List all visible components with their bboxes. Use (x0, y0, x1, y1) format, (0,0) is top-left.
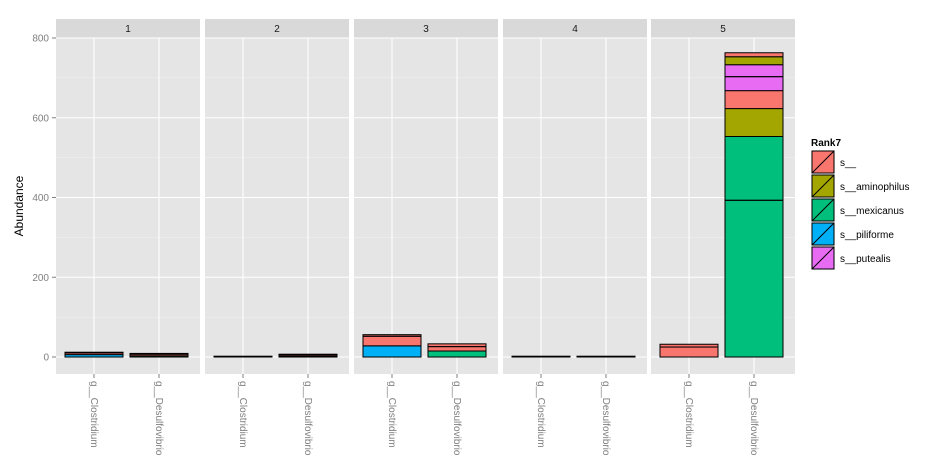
legend-entry-s__piliforme: s__piliforme (811, 222, 894, 246)
legend-label: s__piliforme (840, 230, 894, 241)
legend-entry-s__putealis: s__putealis (811, 246, 891, 270)
bar-outline (427, 343, 487, 348)
bar-g__Desulfovibrio (278, 353, 338, 358)
facet-panel-4: 4 g__Clostridium g__Desulfovibrio (503, 19, 647, 456)
x-tick-label: g__Desulfovibrio (153, 381, 164, 456)
bar-outline (362, 334, 422, 337)
facet-strip (503, 19, 647, 38)
x-tick-label: g__Clostridium (535, 381, 546, 448)
legend-key-diagonal (811, 246, 835, 270)
legend-label: s__mexicanus (840, 206, 904, 217)
facet-panel-5: 5 g__Clostridium g__Desulfovibrio (651, 19, 795, 456)
facet-strip-label: 1 (125, 24, 131, 35)
legend-label: s__ (840, 158, 857, 169)
x-tick-label: g__Clostridium (237, 381, 248, 448)
bar-outline (213, 355, 273, 358)
y-tick-label: 0 (43, 353, 49, 364)
facet-panel-2: 2 g__Clostridium g__Desulfovibrio (205, 19, 349, 456)
facet-strip (651, 19, 795, 38)
x-tick-label: g__Clostridium (386, 381, 397, 448)
bar-segment-s__mexicanus (130, 355, 188, 357)
bar-outline (278, 353, 338, 356)
bar-g__Desulfovibrio (129, 352, 189, 358)
legend-key-diagonal (811, 198, 835, 222)
facet-strip (354, 19, 498, 38)
bar-outline (659, 343, 719, 348)
bar-g__Clostridium (213, 355, 273, 358)
bar-segment-s__ (725, 52, 783, 57)
y-tick-label: 800 (32, 34, 49, 45)
legend-entry-s__aminophilus: s__aminophilus (811, 174, 910, 198)
bar-segment-s__ (660, 344, 718, 357)
panel-background (503, 38, 647, 374)
x-tick-label: g__Clostridium (683, 381, 694, 448)
bar-segment-s__ (725, 90, 783, 109)
bar-outline (724, 52, 784, 58)
legend-entry-s__mexicanus: s__mexicanus (811, 198, 904, 222)
x-tick-label: g__Desulfovibrio (302, 381, 313, 456)
facet-strip-label: 3 (423, 24, 429, 35)
bar-segment-s__ (363, 334, 421, 346)
legend-key-diagonal (811, 222, 835, 246)
bar-g__Desulfovibrio (427, 343, 487, 358)
legend-entry-s__: s__ (811, 150, 857, 174)
bar-segment-s__aminophilus (725, 56, 783, 65)
x-tick-label: g__Desulfovibrio (451, 381, 462, 456)
bar-segment-s__ (428, 343, 486, 352)
facet-strip (205, 19, 349, 38)
bar-outline (576, 355, 636, 358)
y-tick-label: 600 (32, 113, 49, 124)
bar-outline (64, 351, 124, 354)
bar-g__Clostridium (511, 355, 571, 358)
legend-key-diagonal (811, 174, 835, 198)
panel-background (205, 38, 349, 374)
y-tick-label: 200 (32, 273, 49, 284)
legend: Rank7 s__ s__aminophilus s__mexicanus s__pil… (811, 138, 910, 270)
facet-panel-3: 3 g__Clostridium g__Desulfovibrio (354, 19, 498, 456)
panel-background (354, 38, 498, 374)
y-tick-label: 400 (32, 193, 49, 204)
bar-g__Desulfovibrio (576, 355, 636, 358)
y-axis-title: Abundance (12, 175, 26, 236)
facet-strip-label: 2 (274, 24, 280, 35)
bar-g__Clostridium (659, 343, 719, 358)
facet-panel-1: 1 g__Clostridium g__Desulfovibrio (56, 19, 200, 456)
x-tick-label: g__Desulfovibrio (748, 381, 759, 456)
legend-title: Rank7 (811, 138, 841, 149)
legend-label: s__putealis (840, 254, 891, 265)
x-tick-label: g__Desulfovibrio (600, 381, 611, 456)
bar-segment-s__piliforme (65, 354, 123, 357)
bar-g__Clostridium (64, 351, 124, 358)
bar-g__Clostridium (362, 334, 422, 358)
legend-label: s__aminophilus (840, 182, 910, 193)
legend-key-diagonal (811, 150, 835, 174)
bar-outline (511, 355, 571, 358)
panel-background (56, 38, 200, 374)
bar-g__Desulfovibrio (724, 52, 784, 358)
facet-strip (56, 19, 200, 38)
bar-segment-s__mexicanus (725, 136, 783, 357)
facet-strip-label: 4 (572, 24, 578, 35)
bar-outline (129, 352, 189, 355)
bar-segment-s__aminophilus (725, 108, 783, 137)
x-tick-label: g__Clostridium (88, 381, 99, 448)
bar-segment-s__mexicanus (428, 351, 486, 357)
bar-segment-s__putealis (725, 64, 783, 91)
bar-segment-s__piliforme (363, 345, 421, 357)
facet-strip-label: 5 (720, 24, 726, 35)
